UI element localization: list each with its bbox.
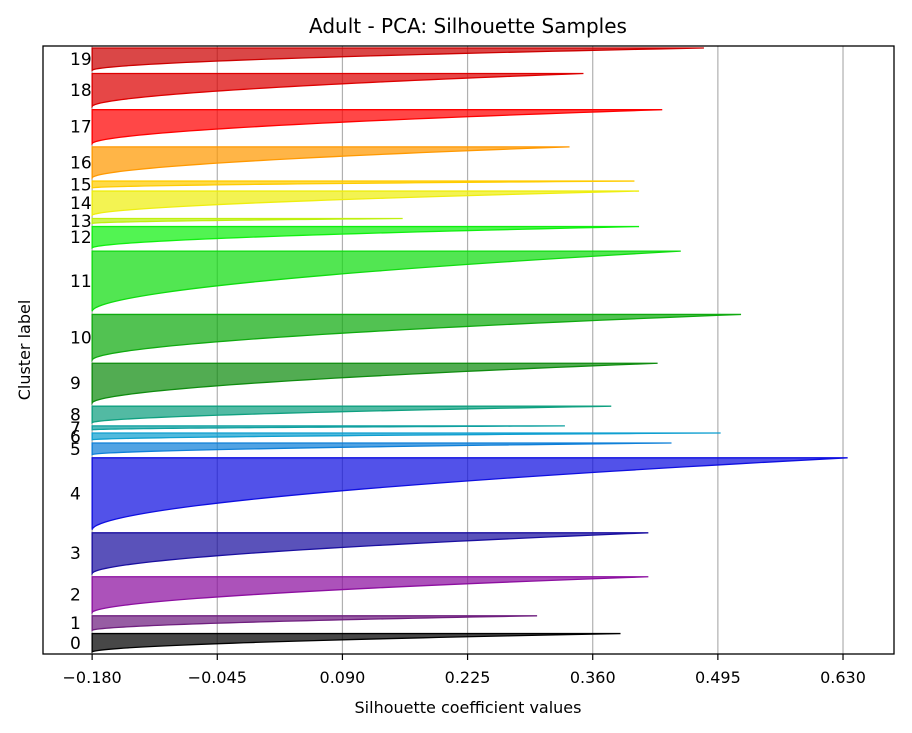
- cluster-label-18: 18: [70, 81, 92, 101]
- cluster-label-10: 10: [70, 328, 92, 348]
- cluster-silhouette-12: [91, 225, 640, 250]
- x-tick-label: −0.180: [63, 668, 122, 687]
- plot-frame: [42, 45, 895, 655]
- x-tick-label: 0.090: [320, 668, 366, 687]
- cluster-label-0: 0: [70, 634, 81, 654]
- x-tick-label: 0.225: [445, 668, 491, 687]
- cluster-silhouette-13: [91, 217, 403, 225]
- cluster-label-17: 17: [70, 118, 92, 138]
- x-tick-label: 0.495: [695, 668, 741, 687]
- cluster-silhouette-8: [91, 405, 612, 424]
- cluster-label-3: 3: [70, 544, 81, 564]
- cluster-silhouette-4: [91, 457, 848, 530]
- cluster-silhouette-14: [91, 190, 640, 217]
- cluster-silhouette-2: [91, 576, 649, 615]
- cluster-label-1: 1: [70, 614, 81, 634]
- cluster-label-8: 8: [70, 405, 81, 425]
- cluster-label-4: 4: [70, 485, 81, 505]
- cluster-silhouette-3: [91, 532, 649, 576]
- cluster-label-5: 5: [70, 440, 81, 460]
- cluster-label-12: 12: [70, 228, 92, 248]
- cluster-silhouette-1: [91, 615, 538, 632]
- cluster-label-13: 13: [70, 212, 92, 232]
- cluster-silhouette-17: [91, 109, 663, 146]
- cluster-silhouette-10: [91, 313, 742, 363]
- cluster-label-15: 15: [70, 175, 92, 195]
- y-axis-label: Cluster label: [15, 300, 34, 401]
- x-tick-label: 0.630: [820, 668, 866, 687]
- cluster-label-9: 9: [70, 374, 81, 394]
- x-tick-label: −0.045: [188, 668, 247, 687]
- x-tick-label: 0.360: [570, 668, 616, 687]
- cluster-label-6: 6: [70, 427, 81, 447]
- chart-title: Adult - PCA: Silhouette Samples: [309, 14, 627, 38]
- cluster-silhouette-18: [91, 72, 584, 109]
- x-axis-label: Silhouette coefficient values: [355, 698, 582, 717]
- cluster-label-7: 7: [70, 419, 81, 439]
- cluster-silhouette-0: [91, 632, 621, 654]
- cluster-label-2: 2: [70, 586, 81, 606]
- cluster-silhouette-7: [91, 425, 565, 431]
- cluster-silhouette-6: [91, 432, 721, 441]
- cluster-label-11: 11: [70, 272, 92, 292]
- x-axis: −0.180 −0.045 0.090 0.225 0.360 0.495 0.630: [63, 654, 866, 687]
- cluster-silhouette-16: [91, 146, 570, 180]
- cluster-silhouette-15: [91, 180, 635, 189]
- cluster-label-19: 19: [70, 50, 92, 70]
- cluster-label-16: 16: [70, 153, 92, 173]
- cluster-silhouette-19: [91, 47, 704, 72]
- cluster-silhouette-11: [91, 250, 681, 312]
- cluster-label-14: 14: [70, 194, 92, 214]
- clusters-layer: [91, 47, 848, 654]
- grid-layer: [91, 46, 844, 654]
- cluster-silhouette-9: [91, 362, 658, 406]
- cluster-silhouette-5: [91, 442, 672, 456]
